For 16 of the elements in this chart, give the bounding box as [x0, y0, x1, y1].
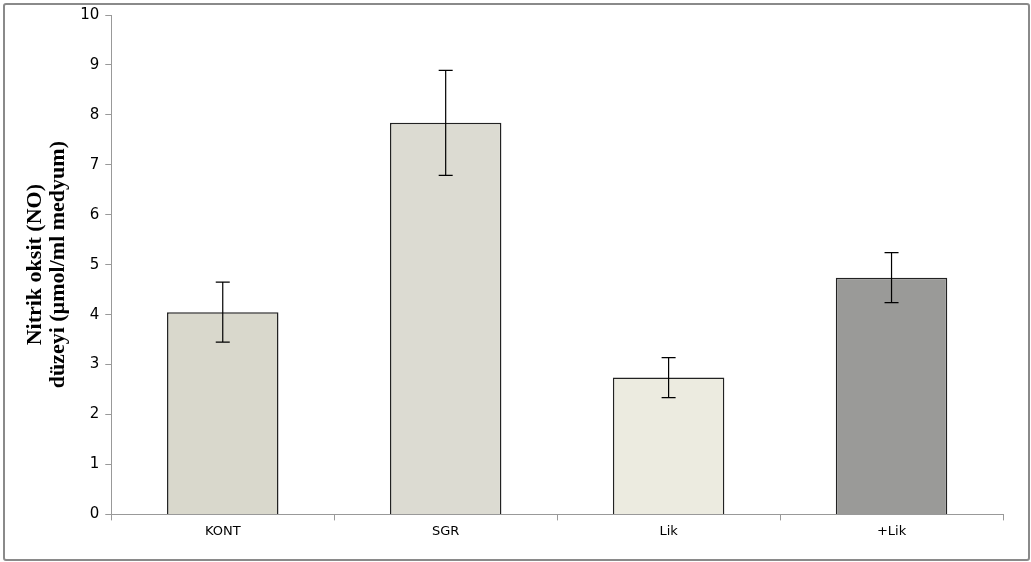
y-tick-label: 6 — [89, 204, 100, 223]
y-tick-label: 9 — [89, 54, 100, 73]
y-tick-label: 0 — [89, 504, 100, 523]
y-tick-label: 3 — [89, 354, 100, 373]
x-tick-label: KONT — [204, 522, 241, 538]
y-tick-label: 8 — [89, 104, 100, 123]
y-tick-label: 7 — [89, 154, 100, 173]
x-tick-label: SGR — [432, 522, 460, 538]
y-tick-label: 1 — [89, 454, 100, 473]
y-axis-title: Nitrik oksit (NO) düzeyi (µmol/ml medyum) — [21, 141, 70, 389]
y-tick-label: 10 — [80, 4, 100, 23]
y-tick-label: 5 — [89, 254, 100, 273]
x-tick-label: +Lik — [876, 522, 907, 538]
y-tick-label: 4 — [89, 304, 100, 323]
x-tick-label: Lik — [659, 522, 679, 538]
y-tick-label: 2 — [89, 404, 100, 423]
